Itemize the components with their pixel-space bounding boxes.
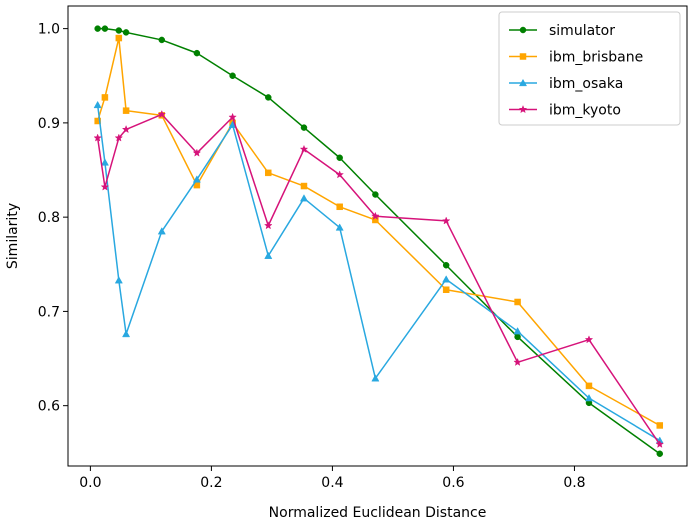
- data-point: [336, 203, 343, 211]
- data-point: [513, 327, 522, 335]
- data-point: [514, 298, 521, 306]
- legend-marker: [519, 53, 527, 60]
- x-tick-label: 0.6: [442, 475, 464, 491]
- series-line: [96, 113, 661, 445]
- y-axis-title: Similarity: [5, 203, 21, 269]
- x-tick-label: 0.4: [321, 475, 343, 491]
- data-point: [514, 333, 521, 341]
- legend-label: ibm_brisbane: [549, 50, 643, 66]
- x-axis-title: Normalized Euclidean Distance: [269, 505, 487, 521]
- data-point: [229, 72, 236, 80]
- data-point: [114, 133, 124, 142]
- data-point: [656, 450, 664, 457]
- data-point: [158, 36, 166, 44]
- y-tick-label: 0.6: [38, 399, 60, 415]
- series-simulator: [94, 25, 664, 457]
- data-point: [442, 275, 451, 283]
- data-point: [94, 25, 101, 32]
- y-tick-label: 0.9: [38, 116, 60, 132]
- legend-item: simulator: [509, 23, 615, 39]
- data-point: [122, 29, 130, 36]
- data-point: [265, 94, 272, 101]
- data-point: [299, 144, 309, 153]
- legend-label: ibm_osaka: [549, 76, 623, 92]
- data-point: [100, 158, 109, 166]
- data-point: [442, 286, 450, 293]
- data-point: [585, 382, 593, 390]
- data-point: [335, 170, 344, 179]
- data-point: [115, 34, 123, 42]
- data-point: [335, 223, 344, 231]
- data-point: [584, 335, 594, 344]
- data-point: [93, 100, 102, 109]
- data-point: [371, 374, 380, 382]
- legend-label: ibm_kyoto: [549, 103, 621, 119]
- data-point: [656, 422, 664, 429]
- data-point: [263, 221, 273, 230]
- data-point: [101, 25, 109, 32]
- data-point: [114, 276, 123, 284]
- x-axis: 0.0 0.2 0.4 0.6 0.8: [79, 466, 586, 491]
- data-point: [513, 357, 522, 366]
- data-point: [157, 227, 166, 235]
- data-point: [193, 49, 201, 57]
- data-point: [300, 124, 308, 131]
- data-point: [655, 439, 665, 448]
- series-ibm_kyoto: [93, 109, 665, 448]
- data-point: [192, 175, 201, 183]
- data-point: [122, 107, 130, 114]
- data-point: [372, 191, 379, 198]
- data-point: [299, 194, 309, 202]
- legend: simulator ibm_brisbane ibm_osaka ibm_kyoto: [498, 11, 681, 126]
- plot-area: [93, 25, 665, 457]
- data-point: [157, 109, 167, 119]
- legend-box: [498, 11, 681, 126]
- data-point: [94, 117, 101, 125]
- data-point: [228, 112, 237, 121]
- data-point: [371, 211, 380, 220]
- legend-marker: [518, 78, 528, 87]
- x-tick-label: 0.8: [563, 475, 585, 491]
- legend-label: simulator: [549, 23, 615, 39]
- legend-item: ibm_brisbane: [509, 50, 643, 66]
- data-point: [264, 251, 273, 259]
- data-point: [115, 27, 123, 34]
- data-point: [192, 148, 202, 157]
- x-tick-label: 0.2: [200, 475, 222, 491]
- legend-marker: [519, 26, 527, 34]
- y-tick-label: 0.7: [38, 304, 60, 320]
- y-axis: 0.6 0.7 0.8 0.9 1.0: [38, 22, 68, 415]
- legend-item: ibm_kyoto: [509, 103, 621, 119]
- data-point: [122, 329, 131, 338]
- data-point: [265, 169, 272, 177]
- data-point: [584, 394, 594, 402]
- data-point: [336, 154, 343, 162]
- data-point: [121, 124, 131, 134]
- plot-frame: [67, 5, 688, 467]
- legend-item: ibm_osaka: [509, 76, 623, 92]
- x-tick-label: 0.0: [79, 475, 101, 491]
- legend-marker: [518, 104, 528, 114]
- data-point: [101, 94, 109, 101]
- data-point: [100, 182, 110, 191]
- data-point: [93, 133, 102, 142]
- data-point: [300, 182, 308, 190]
- data-point: [441, 216, 451, 225]
- y-tick-label: 1.0: [38, 22, 60, 38]
- data-point: [442, 261, 450, 269]
- y-tick-label: 0.8: [38, 210, 60, 226]
